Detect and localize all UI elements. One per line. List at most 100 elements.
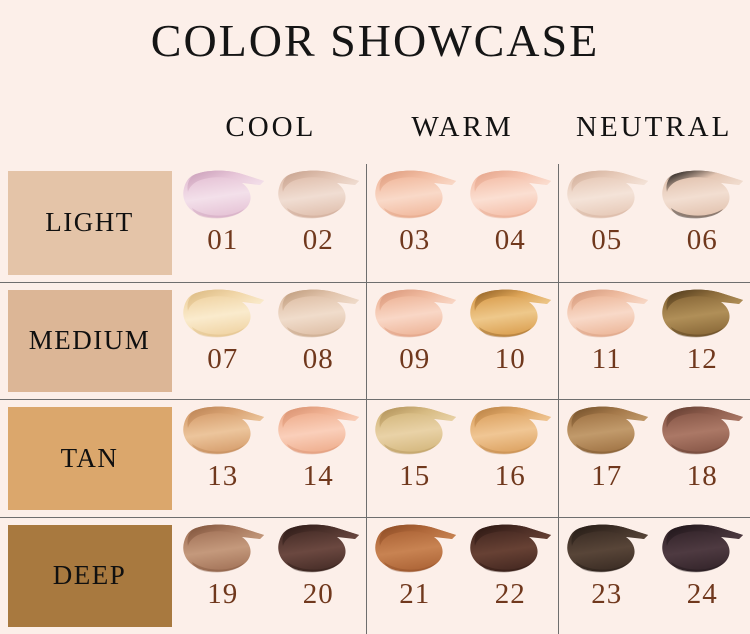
swatch-cell-06[interactable]: 06: [655, 164, 750, 282]
swatch-cell-03[interactable]: 03: [367, 164, 463, 282]
row-label-medium: MEDIUM: [28, 325, 151, 356]
row-label-light: LIGHT: [45, 207, 134, 238]
foundation-swatch-06[interactable]: [659, 168, 745, 224]
swatch-shape: [278, 524, 360, 572]
foundation-swatch-24[interactable]: [659, 522, 745, 578]
row-label-cell-light: LIGHT: [0, 164, 175, 282]
swatch-shape: [182, 406, 264, 455]
foundation-swatch-10[interactable]: [467, 287, 553, 343]
swatch-number-13: 13: [207, 460, 239, 492]
row-color-block-deep: DEEP: [7, 524, 172, 627]
swatch-shape: [662, 289, 744, 337]
swatch-number-16: 16: [494, 460, 526, 492]
swatch-shape: [470, 524, 552, 572]
row-color-block-medium: MEDIUM: [7, 289, 172, 392]
swatch-number-21: 21: [399, 577, 431, 610]
swatch-shape: [182, 289, 264, 337]
foundation-swatch-18[interactable]: [659, 404, 745, 460]
swatch-shape: [278, 289, 360, 337]
foundation-swatch-07[interactable]: [180, 287, 266, 343]
swatch-cell-15[interactable]: 15: [367, 400, 463, 517]
column-header-row: COOL WARM NEUTRAL: [175, 110, 750, 150]
swatch-shape: [374, 524, 456, 572]
swatch-cell-12[interactable]: 12: [655, 283, 750, 400]
undertone-group-cool-deep: 19 20: [175, 518, 366, 634]
foundation-swatch-13[interactable]: [180, 404, 266, 460]
foundation-swatch-11[interactable]: [564, 287, 650, 343]
swatch-number-05: 05: [591, 224, 623, 256]
swatch-cell-22[interactable]: 22: [463, 518, 559, 634]
swatch-cell-19[interactable]: 19: [175, 518, 271, 634]
foundation-swatch-09[interactable]: [372, 287, 458, 343]
shade-row-deep: DEEP 19 20 21 22 23 24: [0, 516, 750, 634]
swatch-number-20: 20: [302, 577, 334, 610]
row-label-deep: DEEP: [52, 560, 127, 591]
foundation-swatch-03[interactable]: [372, 168, 458, 224]
foundation-swatch-17[interactable]: [564, 404, 650, 460]
swatch-cell-17[interactable]: 17: [559, 400, 655, 517]
foundation-swatch-19[interactable]: [180, 522, 266, 578]
swatch-shape: [470, 289, 552, 337]
foundation-swatch-01[interactable]: [180, 168, 266, 224]
column-header-cool: COOL: [225, 111, 317, 143]
column-header-warm: WARM: [411, 111, 514, 143]
foundation-swatch-16[interactable]: [467, 404, 553, 460]
swatch-shape: [182, 170, 264, 219]
undertone-group-warm-light: 03 04: [366, 164, 558, 282]
foundation-swatch-04[interactable]: [467, 168, 553, 224]
swatch-shape: [374, 289, 456, 337]
swatch-cell-08[interactable]: 08: [271, 283, 367, 400]
row-color-block-light: LIGHT: [7, 171, 172, 275]
foundation-swatch-02[interactable]: [275, 168, 361, 224]
swatch-number-14: 14: [302, 460, 334, 492]
swatch-grid: LIGHT 01 02 03 04 05 06 MEDIUM 07 08 09 10 11 12 TAN 13…: [0, 164, 750, 634]
swatch-cell-01[interactable]: 01: [175, 164, 271, 282]
swatch-shape: [662, 524, 744, 572]
foundation-swatch-12[interactable]: [659, 287, 745, 343]
swatch-cell-09[interactable]: 09: [367, 283, 463, 400]
swatch-shape: [470, 170, 552, 219]
row-label-cell-tan: TAN: [0, 400, 175, 517]
undertone-group-warm-medium: 09 10: [366, 282, 559, 400]
undertone-group-neutral-tan: 17 18: [558, 400, 750, 517]
swatch-number-06: 06: [686, 224, 718, 256]
swatch-number-18: 18: [686, 460, 718, 492]
swatch-cell-18[interactable]: 18: [655, 400, 750, 517]
swatch-shape: [662, 406, 744, 455]
undertone-group-cool-medium: 07 08: [175, 283, 366, 400]
foundation-swatch-21[interactable]: [372, 522, 458, 578]
swatch-shape: [278, 406, 360, 455]
swatch-cell-04[interactable]: 04: [463, 164, 559, 282]
foundation-swatch-14[interactable]: [275, 404, 361, 460]
swatch-shape: [374, 406, 456, 455]
swatch-cell-10[interactable]: 10: [463, 283, 559, 400]
swatch-number-23: 23: [591, 577, 623, 610]
swatch-shape: [566, 170, 648, 219]
swatch-number-19: 19: [207, 577, 239, 610]
swatch-cell-07[interactable]: 07: [175, 283, 271, 400]
shade-row-tan: TAN 13 14 15 16 17 18: [0, 399, 750, 517]
swatch-cell-21[interactable]: 21: [367, 518, 463, 634]
swatch-cell-13[interactable]: 13: [175, 400, 271, 517]
foundation-swatch-22[interactable]: [467, 522, 553, 578]
swatch-number-08: 08: [302, 342, 334, 375]
row-label-cell-deep: DEEP: [0, 518, 175, 634]
swatch-cell-16[interactable]: 16: [463, 400, 559, 517]
foundation-swatch-08[interactable]: [275, 287, 361, 343]
swatch-shape: [278, 170, 360, 219]
foundation-swatch-15[interactable]: [372, 404, 458, 460]
row-color-block-tan: TAN: [7, 407, 172, 510]
swatch-cell-11[interactable]: 11: [559, 283, 655, 400]
swatch-cell-02[interactable]: 02: [271, 164, 367, 282]
swatch-cell-20[interactable]: 20: [271, 518, 367, 634]
swatch-cell-14[interactable]: 14: [271, 400, 367, 517]
undertone-group-warm-deep: 21 22: [366, 517, 559, 634]
swatch-shape: [182, 524, 264, 572]
foundation-swatch-20[interactable]: [275, 522, 361, 578]
swatch-cell-23[interactable]: 23: [559, 518, 655, 634]
swatch-cell-24[interactable]: 24: [655, 518, 750, 634]
swatch-cell-05[interactable]: 05: [559, 164, 655, 282]
foundation-swatch-23[interactable]: [564, 522, 650, 578]
foundation-swatch-05[interactable]: [564, 168, 650, 224]
swatch-number-17: 17: [591, 460, 623, 492]
